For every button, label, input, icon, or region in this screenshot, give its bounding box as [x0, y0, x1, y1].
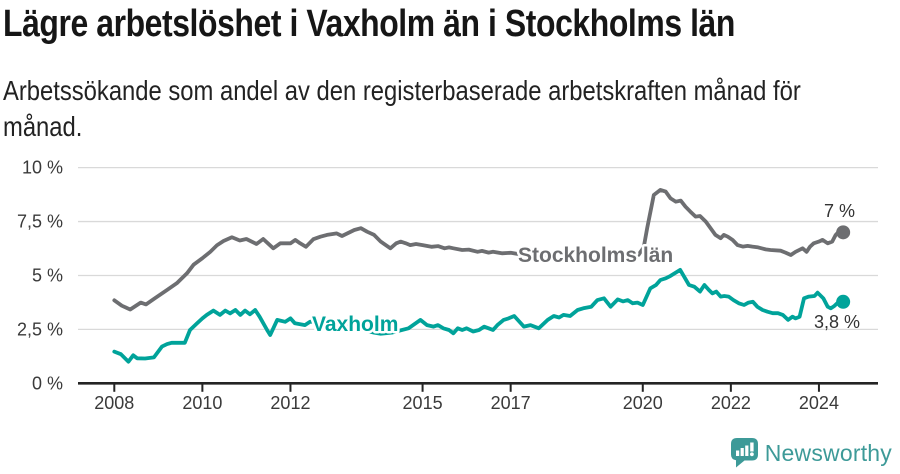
series-line-vaxholm: [112, 267, 846, 364]
newsworthy-logo-icon: [730, 438, 758, 468]
series-end-dot-stockholms-l-n: [836, 225, 851, 240]
series-label-vaxholm: Vaxholm: [312, 313, 398, 336]
x-axis-tick-label: 2012: [270, 393, 310, 413]
x-axis-tick-label: 2008: [94, 393, 134, 413]
series-end-dot-vaxholm: [836, 294, 851, 309]
y-axis-tick-label: 2,5 %: [17, 319, 63, 339]
y-axis-tick-label: 5 %: [32, 265, 63, 285]
page-subtitle: Arbetssökande som andel av den registerb…: [3, 73, 900, 145]
chart-overlay-labels: Stockholms län Vaxholm 7 % 3,8 %: [310, 201, 861, 339]
end-value-label-vaxholm: 3,8 %: [814, 312, 860, 332]
series-line-stockholms-l-n: [112, 187, 846, 312]
page-title: Lägre arbetslöshet i Vaxholm än i Stockh…: [3, 3, 735, 45]
y-axis-tick-label: 10 %: [22, 158, 63, 178]
brand-name: Newsworthy: [764, 439, 892, 466]
subtitle-line-2: månad.: [3, 111, 83, 142]
x-axis-tick-label: 2010: [182, 393, 222, 413]
x-axis-tick-label: 2020: [623, 393, 663, 413]
series-label-stockholms-lan: Stockholms län: [518, 244, 673, 267]
x-axis-tick-label: 2015: [403, 393, 443, 413]
x-axis-tick-label: 2024: [799, 393, 839, 413]
end-value-label-stockholms-lan: 7 %: [824, 201, 855, 221]
x-axis-tick-label: 2022: [711, 393, 751, 413]
y-axis-tick-label: 7,5 %: [17, 212, 63, 232]
chart-plot-area: 0 % 2,5 % 5 % 7,5 % 10 % 2008 2010 2012 2015 2017…: [17, 158, 878, 413]
subtitle-line-1: Arbetssökande som andel av den registerb…: [3, 75, 801, 106]
x-axis-tick-label: 2017: [491, 393, 531, 413]
newsworthy-brand: Newsworthy: [730, 438, 892, 468]
y-axis-tick-label: 0 %: [32, 373, 63, 393]
